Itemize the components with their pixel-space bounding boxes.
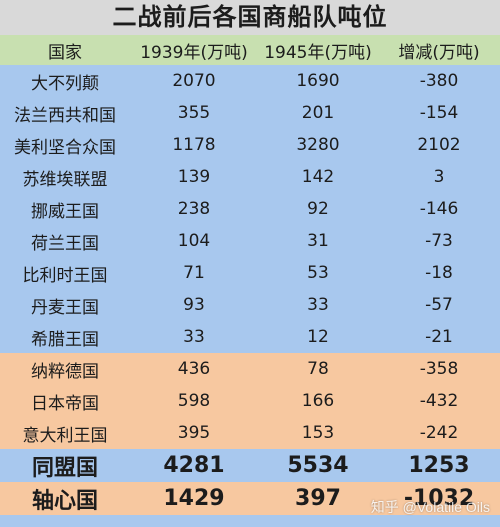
cell-1945: 78 [307,359,329,379]
cell-country: 意大利王国 [22,425,108,446]
cell-country: 荷兰王国 [31,233,99,254]
header-1945: 1945年(万吨) [264,42,372,63]
cell-country: 美利坚合众国 [14,137,116,158]
total-1945: 397 [295,486,341,511]
cell-1945: 12 [307,327,329,347]
cell-1945: 3280 [296,135,340,155]
total-row-allies: 同盟国 4281 5534 1253 [0,449,500,482]
cell-1939: 238 [177,199,211,219]
cell-change: -432 [419,391,459,411]
table-row-allied: 希腊王国 33 12 -21 [0,321,500,353]
cell-1939: 104 [177,231,211,251]
table-row-allied: 丹麦王国 93 33 -57 [0,289,500,321]
cell-1945: 1690 [296,71,340,91]
cell-country: 丹麦王国 [31,297,99,318]
table-row-allied: 美利坚合众国 1178 3280 2102 [0,129,500,161]
cell-country: 希腊王国 [31,329,99,350]
table-row-allied: 比利时王国 71 53 -18 [0,257,500,289]
cell-1939: 395 [177,423,211,443]
cell-country: 法兰西共和国 [14,105,116,126]
cell-change: -57 [425,295,453,315]
cell-1939: 436 [177,359,211,379]
total-1945: 5534 [287,453,349,478]
cell-change: -358 [419,359,459,379]
cell-change: -146 [419,199,459,219]
cell-1939: 71 [183,263,205,283]
total-change: 1253 [408,453,470,478]
cell-change: -380 [419,71,459,91]
cell-country: 日本帝国 [31,393,99,414]
tonnage-table: 国家 1939年(万吨) 1945年(万吨) 增减(万吨) 大不列颠 2070 … [0,35,500,515]
cell-1939: 598 [177,391,211,411]
cell-country: 纳粹德国 [31,361,99,382]
total-row-axis: 轴心国 1429 397 -1032 [0,482,500,515]
cell-1939: 33 [183,327,205,347]
header-change: 增减(万吨) [398,42,480,63]
table-row-axis: 意大利王国 395 153 -242 [0,417,500,449]
total-1939: 1429 [163,486,225,511]
cell-change: -154 [419,103,459,123]
cell-1939: 2070 [172,71,216,91]
table-row-axis: 日本帝国 598 166 -432 [0,385,500,417]
cell-1945: 31 [307,231,329,251]
watermark: 知乎 @Volatile Oils [370,499,490,515]
table-row-allied: 挪威王国 238 92 -146 [0,193,500,225]
cell-1945: 92 [307,199,329,219]
table-row-allied: 法兰西共和国 355 201 -154 [0,97,500,129]
cell-change: 2102 [417,135,461,155]
cell-1939: 355 [177,103,211,123]
cell-1945: 166 [301,391,335,411]
cell-change: -242 [419,423,459,443]
table-row-allied: 大不列颠 2070 1690 -380 [0,65,500,97]
cell-1945: 33 [307,295,329,315]
total-change: -1032 [403,486,475,511]
cell-country: 苏维埃联盟 [22,169,108,190]
cell-country: 挪威王国 [31,201,99,222]
cell-change: -21 [425,327,453,347]
header-country: 国家 [48,42,82,63]
cell-1939: 139 [177,167,211,187]
cell-1939: 93 [183,295,205,315]
cell-1945: 142 [301,167,335,187]
header-1939: 1939年(万吨) [140,42,248,63]
cell-1945: 201 [301,103,335,123]
cell-change: -73 [425,231,453,251]
page-title: 二战前后各国商船队吨位 [0,0,500,35]
cell-change: -18 [425,263,453,283]
cell-1939: 1178 [172,135,216,155]
cell-country: 比利时王国 [22,265,108,286]
cell-change: 3 [433,167,445,187]
total-label: 轴心国 [31,488,98,514]
total-1939: 4281 [163,453,225,478]
table-row-allied: 荷兰王国 104 31 -73 [0,225,500,257]
cell-country: 大不列颠 [31,73,99,94]
total-label: 同盟国 [31,455,98,481]
table-row-allied: 苏维埃联盟 139 142 3 [0,161,500,193]
table-header-row: 国家 1939年(万吨) 1945年(万吨) 增减(万吨) [0,35,500,65]
cell-1945: 153 [301,423,335,443]
table-row-axis: 纳粹德国 436 78 -358 [0,353,500,385]
cell-1945: 53 [307,263,329,283]
